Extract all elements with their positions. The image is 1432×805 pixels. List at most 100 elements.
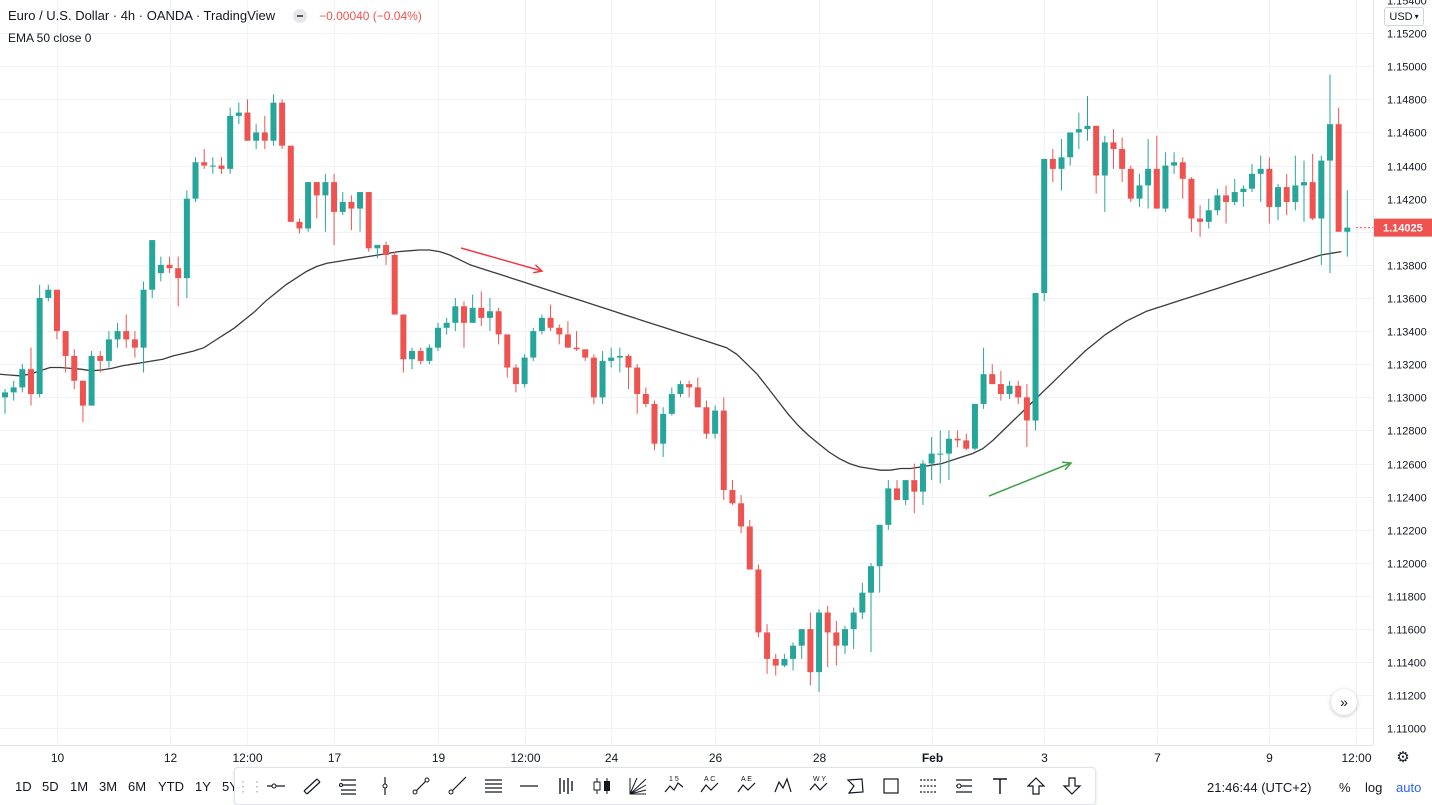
- gann-fan-icon[interactable]: [625, 774, 651, 798]
- polyline-icon[interactable]: [842, 774, 868, 798]
- fib-retracement-icon[interactable]: [335, 774, 361, 798]
- auto-scale-toggle[interactable]: auto: [1396, 780, 1422, 795]
- price-tick-label: 1.13600: [1387, 294, 1427, 306]
- elliott-wave-15-icon[interactable]: 1 5: [661, 774, 687, 798]
- candle-body: [1266, 168, 1273, 207]
- candle: [227, 107, 234, 174]
- candle: [634, 364, 641, 414]
- collapse-legend-icon[interactable]: [293, 8, 308, 23]
- candle: [131, 331, 138, 358]
- text-icon[interactable]: [987, 774, 1013, 798]
- candle-body: [668, 394, 675, 414]
- time-tick-label: 12:00: [510, 751, 540, 765]
- candle-body: [868, 566, 874, 593]
- candle-body: [989, 374, 996, 385]
- range-button-6m[interactable]: 6M: [128, 779, 147, 794]
- candle-body: [192, 162, 199, 199]
- svg-text:1 5: 1 5: [669, 776, 679, 783]
- svg-text:A C: A C: [704, 776, 715, 783]
- annotations-layer: [460, 247, 1073, 497]
- candle: [486, 298, 493, 332]
- pitchfork-icon[interactable]: [480, 774, 506, 798]
- candle-body: [209, 165, 216, 167]
- candle-body: [365, 192, 372, 249]
- candle-body: [712, 410, 719, 434]
- candle-body: [374, 245, 381, 249]
- candle: [660, 407, 667, 457]
- range-button-1d[interactable]: 1D: [15, 779, 32, 794]
- wxy-wave-icon[interactable]: W Y: [806, 774, 832, 798]
- candle-body: [313, 182, 320, 196]
- range-button-3m[interactable]: 3M: [99, 779, 118, 794]
- date-range-icon[interactable]: [915, 774, 941, 798]
- candle-body: [53, 289, 60, 332]
- candle: [694, 377, 701, 408]
- drag-handle-icon[interactable]: ⋮⋮: [236, 777, 264, 794]
- candle-body: [357, 192, 364, 209]
- range-button-5y[interactable]: 5Y: [222, 779, 238, 794]
- symbol-title[interactable]: Euro / U.S. Dollar · 4h · OANDA · Tradin…: [8, 8, 276, 23]
- candle-body: [1240, 188, 1247, 193]
- horizontal-ray-icon[interactable]: [263, 774, 289, 798]
- trend-line-icon[interactable]: [408, 774, 434, 798]
- range-button-1m[interactable]: 1M: [70, 779, 89, 794]
- price-range-icon[interactable]: [951, 774, 977, 798]
- candle-body: [383, 245, 390, 255]
- ray-icon[interactable]: [444, 774, 470, 798]
- candle-body: [478, 307, 485, 318]
- price-chart[interactable]: 1.15400 1.15200 1.15000 1.14800 1.14600 1.144…: [0, 0, 1432, 768]
- candle: [417, 347, 424, 365]
- candle: [305, 182, 312, 232]
- head-shoulders-icon[interactable]: [770, 774, 796, 798]
- parallel-channel-icon[interactable]: [299, 774, 325, 798]
- candle: [1318, 155, 1325, 265]
- candle-body: [937, 453, 944, 455]
- percent-scale-toggle[interactable]: %: [1339, 780, 1351, 795]
- candle: [1075, 112, 1082, 149]
- candles-pattern-icon[interactable]: [589, 774, 615, 798]
- candle-body: [651, 403, 658, 444]
- arrow-up-icon[interactable]: [1023, 774, 1049, 798]
- candle: [1153, 135, 1160, 209]
- arrow-down-icon[interactable]: [1059, 774, 1085, 798]
- range-button-5d[interactable]: 5D: [42, 779, 59, 794]
- log-scale-toggle[interactable]: log: [1365, 780, 1383, 795]
- candle-body: [469, 307, 476, 323]
- candle-body: [1110, 142, 1117, 149]
- candle-body: [746, 526, 753, 570]
- candle-body: [564, 334, 571, 348]
- candle: [668, 387, 675, 416]
- indicator-label[interactable]: EMA 50 close 0: [8, 31, 92, 45]
- currency-select[interactable]: USD ▾: [1384, 7, 1424, 26]
- horizontal-line-icon[interactable]: [516, 774, 542, 798]
- candle: [590, 354, 597, 404]
- candle: [1023, 384, 1030, 447]
- candle-body: [686, 384, 693, 388]
- candle-body: [772, 658, 779, 666]
- price-tick-label: 1.15200: [1387, 29, 1427, 41]
- abcd-pattern-icon[interactable]: A C: [697, 774, 723, 798]
- candle-body: [105, 339, 112, 361]
- range-button-1y[interactable]: 1Y: [195, 779, 211, 794]
- long-position-icon[interactable]: [553, 774, 579, 798]
- vertical-line-icon[interactable]: [372, 774, 398, 798]
- time-axis[interactable]: 10 12 12:00 17 19 12:00 24 26 28 Feb 3 7 9 12:00 ⚙: [0, 745, 1410, 767]
- clock[interactable]: 21:46:44 (UTC+2): [1207, 780, 1312, 795]
- candle-body: [123, 331, 130, 340]
- candle: [114, 322, 121, 348]
- range-button-ytd[interactable]: YTD: [158, 779, 184, 794]
- candle: [166, 256, 173, 274]
- candle-body: [1275, 187, 1282, 207]
- scroll-to-realtime-button[interactable]: »: [1331, 689, 1357, 715]
- rectangle-icon[interactable]: [878, 774, 904, 798]
- candle: [1249, 163, 1256, 193]
- candle: [1309, 153, 1316, 221]
- xabcd-pattern-icon[interactable]: A E: [734, 774, 760, 798]
- candle: [1275, 183, 1282, 221]
- red-arrow-annotation[interactable]: [460, 247, 544, 274]
- green-arrow-annotation[interactable]: [988, 461, 1073, 497]
- candle: [764, 624, 771, 674]
- gear-icon[interactable]: ⚙: [1396, 748, 1409, 766]
- candle-body: [1032, 293, 1039, 421]
- price-axis[interactable]: 1.15400 1.15200 1.15000 1.14800 1.14600 1.144…: [1356, 0, 1432, 768]
